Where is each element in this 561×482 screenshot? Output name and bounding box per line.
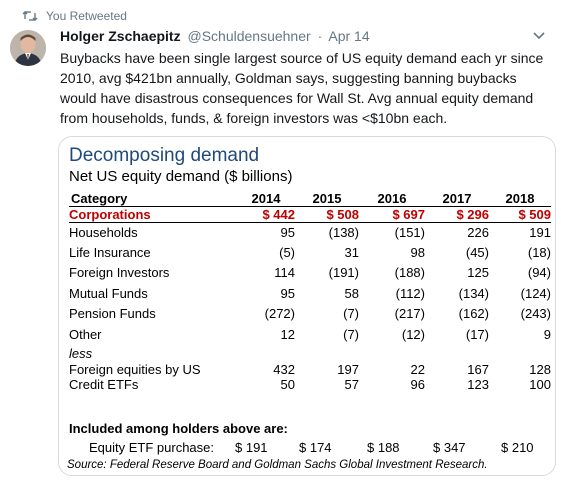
- etf-value: $ 191: [235, 440, 268, 455]
- cell-value: 123: [467, 377, 489, 393]
- cell-value: 100: [529, 377, 551, 393]
- cell-value: 31: [344, 245, 359, 261]
- table-row: Life Insurance (5) 31 98 (45) (18): [69, 242, 551, 262]
- display-name[interactable]: Holger Zschaepitz: [60, 28, 181, 44]
- included-heading: Included among holders above are:: [69, 421, 288, 436]
- chevron-down-icon[interactable]: [533, 32, 545, 40]
- retweet-icon: [22, 11, 38, 21]
- header-year: 2014: [251, 190, 281, 206]
- cell-value: 191: [529, 224, 551, 240]
- etf-value: $ 188: [367, 440, 400, 455]
- header-category: Category: [71, 190, 128, 206]
- row-label: Pension Funds: [69, 306, 156, 322]
- table-row: Pension Funds (272) (7) (217) (162) (243…: [69, 304, 551, 324]
- cell-value: 226: [467, 224, 489, 240]
- cell-value: $ 509: [518, 206, 551, 222]
- cell-value: $ 508: [326, 206, 359, 222]
- less-label: less: [69, 345, 93, 361]
- row-label: Foreign Investors: [69, 265, 170, 281]
- cell-value: (18): [527, 245, 551, 261]
- row-label: Households: [69, 224, 138, 240]
- cell-value: (45): [465, 245, 489, 261]
- cell-value: 98: [410, 245, 425, 261]
- less-row: less: [69, 344, 551, 362]
- retweet-context: You Retweeted: [22, 8, 127, 24]
- user-handle[interactable]: @Schuldensuehner: [187, 28, 311, 44]
- cell-value: $ 697: [392, 206, 425, 222]
- cell-value: (151): [394, 224, 425, 240]
- table-row: Foreign equities by US 432 197 22 167 12…: [69, 362, 551, 377]
- table-header-row: Category 2014 2015 2016 2017 2018: [69, 189, 551, 206]
- cell-value: (134): [458, 285, 489, 301]
- cell-value: 57: [344, 377, 359, 393]
- cell-value: $ 442: [262, 206, 295, 222]
- cell-value: (17): [465, 326, 489, 342]
- cell-value: (94): [527, 265, 551, 281]
- cell-value: 128: [529, 362, 551, 378]
- cell-value: 125: [467, 265, 489, 281]
- demand-table: Category 2014 2015 2016 2017 2018 Corpor…: [69, 189, 551, 392]
- header-year: 2015: [312, 190, 342, 206]
- source-note: Source: Federal Reserve Board and Goldma…: [67, 459, 488, 471]
- avatar-portrait: [10, 30, 46, 66]
- row-label: Foreign equities by US: [69, 362, 201, 378]
- header-year: 2016: [377, 190, 407, 206]
- attached-image-card[interactable]: Decomposing demand Net US equity demand …: [58, 136, 556, 476]
- cell-value: (124): [520, 285, 551, 301]
- cell-value: (138): [328, 224, 359, 240]
- cell-value: (243): [520, 306, 551, 322]
- row-label: Corporations: [69, 206, 151, 222]
- cell-value: $ 296: [456, 206, 489, 222]
- header-separator: ·: [317, 28, 323, 44]
- cell-value: (162): [458, 306, 489, 322]
- tweet-header: Holger Zschaepitz @Schuldensuehner · Apr…: [60, 28, 370, 44]
- cell-value: 432: [273, 362, 295, 378]
- header-year: 2018: [505, 190, 535, 206]
- cell-value: 95: [280, 285, 295, 301]
- cell-value: 12: [280, 326, 295, 342]
- etf-label: Equity ETF purchase:: [89, 440, 214, 455]
- etf-value: $ 174: [299, 440, 332, 455]
- row-label: Mutual Funds: [69, 285, 148, 301]
- cell-value: (7): [343, 326, 359, 342]
- table-row: Foreign Investors 114 (191) (188) 125 (9…: [69, 263, 551, 283]
- cell-value: 9: [543, 326, 551, 342]
- table-row: Mutual Funds 95 58 (112) (134) (124): [69, 283, 551, 303]
- etf-value: $ 210: [501, 440, 534, 455]
- cell-value: (112): [395, 285, 425, 301]
- cell-value: (5): [279, 245, 295, 261]
- etf-value: $ 347: [433, 440, 466, 455]
- retweet-label: You Retweeted: [46, 9, 127, 23]
- table-row: Households 95 (138) (151) 226 191: [69, 222, 551, 242]
- etf-row: Equity ETF purchase: $ 191 $ 174 $ 188 $…: [69, 440, 551, 456]
- cell-value: 197: [337, 362, 359, 378]
- card-subtitle: Net US equity demand ($ billions): [69, 168, 293, 185]
- row-label: Life Insurance: [69, 245, 151, 261]
- tweet-date[interactable]: Apr 14: [328, 28, 370, 44]
- cell-value: (188): [394, 265, 425, 281]
- avatar[interactable]: [10, 30, 46, 66]
- cell-value: 114: [274, 265, 295, 281]
- row-label: Other: [69, 326, 102, 342]
- header-year: 2017: [442, 190, 472, 206]
- table-row: Corporations $ 442 $ 508 $ 697 $ 296 $ 5…: [69, 206, 551, 222]
- row-label: Credit ETFs: [69, 377, 139, 393]
- cell-value: 22: [410, 362, 425, 378]
- cell-value: (7): [343, 306, 359, 322]
- tweet-text: Buybacks have been single largest source…: [60, 50, 544, 126]
- cell-value: (191): [328, 265, 359, 281]
- cell-value: 58: [344, 285, 359, 301]
- cell-value: 96: [410, 377, 425, 393]
- table-row: Credit ETFs 50 57 96 123 100: [69, 377, 551, 392]
- table-row: Other 12 (7) (12) (17) 9: [69, 324, 551, 344]
- cell-value: (272): [264, 306, 295, 322]
- card-title: Decomposing demand: [69, 145, 260, 166]
- cell-value: (217): [394, 306, 425, 322]
- cell-value: 50: [280, 377, 295, 393]
- cell-value: (12): [401, 326, 425, 342]
- cell-value: 167: [467, 362, 489, 378]
- cell-value: 95: [280, 224, 295, 240]
